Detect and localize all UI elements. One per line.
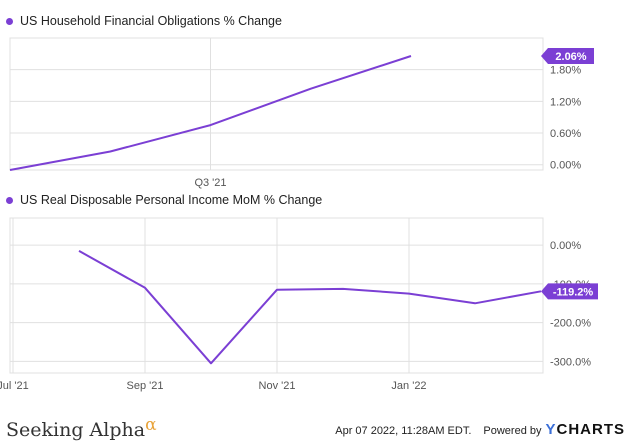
x-tick-label: Sep '21 <box>127 380 164 392</box>
seeking-alpha-logo: Seeking Alphaα <box>6 415 157 441</box>
last-value-badge <box>541 283 598 300</box>
legend-dot-icon <box>6 17 13 25</box>
legend-household-obligations: US Household Financial Obligations % Cha… <box>6 14 282 28</box>
y-tick-label: 0.00% <box>550 160 581 172</box>
series-line <box>9 55 412 171</box>
last-value-label: 2.06% <box>555 51 586 63</box>
y-tick-label: 0.60% <box>550 128 581 140</box>
x-tick-label: Nov '21 <box>259 380 296 392</box>
y-tick-label: 0.00% <box>550 240 581 252</box>
last-value-badge <box>541 47 594 64</box>
alpha-symbol-icon: α <box>145 415 157 435</box>
x-tick-label: Jan '22 <box>391 380 426 392</box>
legend-label: US Real Disposable Personal Income MoM %… <box>20 193 323 207</box>
x-tick-label: Q3 '21 <box>194 177 226 189</box>
y-tick-label: 1.80% <box>550 65 581 77</box>
series-line <box>78 250 542 365</box>
plot-frame <box>9 37 544 171</box>
y-tick-label: -200.0% <box>550 318 591 330</box>
footer-attribution: Apr 07 2022, 11:28AM EDT. Powered by YCH… <box>335 421 625 438</box>
powered-by-label: Powered by <box>483 425 542 437</box>
timestamp: Apr 07 2022, 11:28AM EDT. <box>335 425 472 437</box>
last-value-label: -119.2% <box>553 286 594 298</box>
ycharts-logo: YCHARTS <box>545 421 625 438</box>
legend-disposable-income: US Real Disposable Personal Income MoM %… <box>6 193 322 207</box>
x-tick-label: Jul '21 <box>0 380 29 392</box>
legend-dot-icon <box>6 196 13 204</box>
legend-label: US Household Financial Obligations % Cha… <box>20 14 282 28</box>
y-tick-label: -300.0% <box>550 356 591 368</box>
y-tick-label: 1.20% <box>550 96 581 108</box>
